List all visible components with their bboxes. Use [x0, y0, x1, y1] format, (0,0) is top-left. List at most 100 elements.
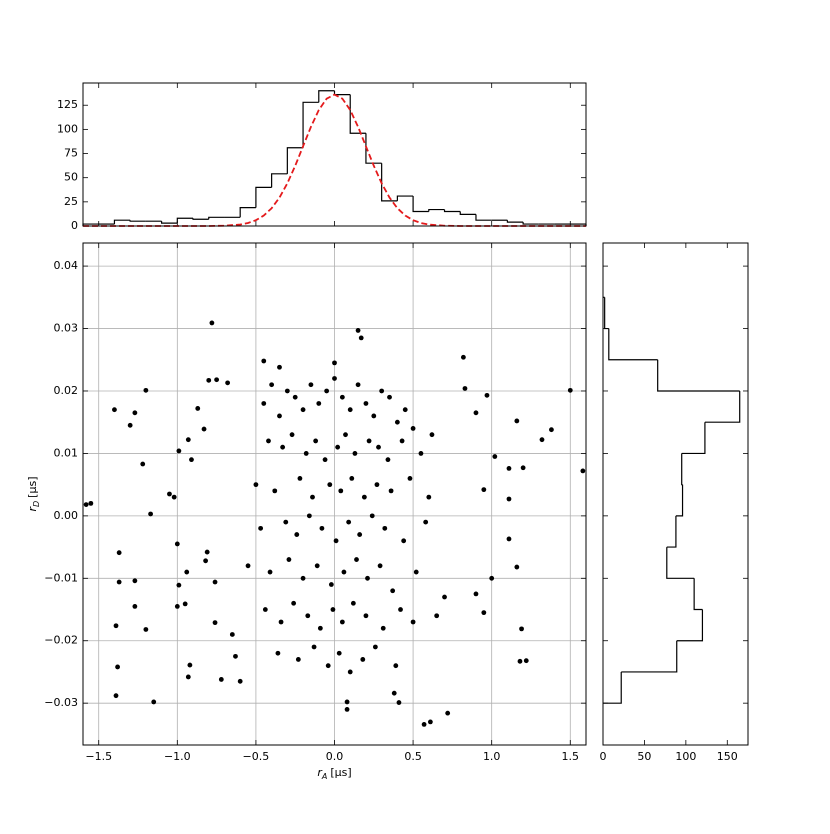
- point: [387, 394, 392, 400]
- point: [229, 632, 235, 637]
- x-tick-label: 100: [675, 750, 696, 763]
- point: [339, 394, 345, 400]
- histogram-bin: [522, 222, 539, 225]
- point: [324, 388, 330, 394]
- y-tick-label: 0: [71, 219, 78, 232]
- point: [189, 457, 194, 463]
- point: [399, 438, 405, 444]
- histogram-bin: [255, 186, 272, 208]
- point: [514, 418, 520, 424]
- point: [113, 693, 119, 699]
- point: [272, 488, 278, 494]
- axes-frame: [82, 242, 587, 746]
- point: [132, 410, 138, 416]
- x-tick-label: 1.0: [483, 750, 501, 763]
- point: [347, 407, 353, 413]
- point: [300, 407, 306, 413]
- point: [481, 487, 487, 493]
- point: [382, 525, 388, 531]
- point: [332, 360, 337, 366]
- point: [520, 465, 526, 471]
- point: [258, 525, 264, 531]
- point: [396, 700, 402, 705]
- x-tick-label: −1.0: [164, 750, 191, 763]
- point: [429, 432, 435, 438]
- point: [401, 538, 407, 544]
- point: [391, 690, 397, 696]
- histogram-bin: [693, 578, 703, 611]
- point: [481, 610, 487, 616]
- point: [523, 658, 529, 664]
- point: [262, 607, 268, 612]
- point: [176, 448, 182, 454]
- point: [280, 444, 286, 450]
- histogram-bin: [412, 196, 429, 213]
- point: [313, 438, 319, 444]
- point: [426, 494, 432, 500]
- y-tick-label: 0.00: [54, 509, 79, 522]
- point: [88, 500, 94, 506]
- y-tick-label: 100: [57, 122, 78, 135]
- point: [442, 594, 447, 600]
- point: [341, 569, 347, 575]
- point: [398, 607, 403, 612]
- x-tick-label: 50: [637, 750, 651, 763]
- point: [295, 657, 301, 662]
- point: [212, 579, 218, 585]
- point: [303, 451, 309, 456]
- point: [346, 519, 352, 525]
- y-tick-label: −0.01: [44, 571, 78, 584]
- point: [225, 380, 231, 386]
- point: [300, 575, 306, 581]
- point: [319, 525, 325, 531]
- point: [413, 569, 419, 575]
- x-tick-label: 0: [600, 750, 607, 763]
- point: [460, 354, 466, 360]
- histogram-bin: [475, 214, 492, 221]
- point: [388, 488, 394, 494]
- histogram-bin: [604, 297, 609, 330]
- axis-label: rD [μs]: [26, 476, 41, 511]
- point: [355, 328, 361, 333]
- point: [311, 644, 317, 650]
- point: [187, 662, 193, 668]
- histogram-bin: [286, 147, 304, 174]
- point: [349, 475, 355, 481]
- point: [402, 407, 408, 413]
- point: [174, 603, 180, 609]
- point: [418, 451, 424, 456]
- point: [580, 468, 586, 474]
- point: [355, 382, 361, 388]
- histogram-bin: [676, 609, 704, 642]
- point: [113, 623, 119, 629]
- point: [473, 410, 479, 416]
- histogram-bin: [459, 211, 476, 216]
- point: [143, 387, 149, 393]
- y-tick-label: 50: [64, 171, 78, 184]
- histogram-bin: [704, 390, 741, 423]
- point: [317, 625, 323, 631]
- y-tick-label: 125: [57, 98, 78, 111]
- point: [277, 364, 282, 370]
- histogram-bin: [192, 218, 209, 220]
- point: [427, 719, 433, 725]
- point: [332, 376, 337, 381]
- histogram-bin: [318, 90, 335, 103]
- histogram-bin: [129, 220, 146, 222]
- point: [184, 569, 190, 575]
- point: [390, 588, 396, 594]
- point: [489, 575, 495, 581]
- point: [233, 653, 238, 659]
- histogram-bin: [208, 216, 225, 220]
- histogram-bin: [681, 422, 706, 455]
- point: [269, 382, 275, 388]
- point: [380, 625, 386, 631]
- axis-label-subscript: A: [321, 772, 327, 781]
- histogram-bin: [681, 453, 683, 486]
- point: [445, 710, 451, 716]
- point: [357, 532, 363, 537]
- point: [374, 482, 380, 488]
- point: [214, 377, 220, 383]
- point: [112, 407, 117, 413]
